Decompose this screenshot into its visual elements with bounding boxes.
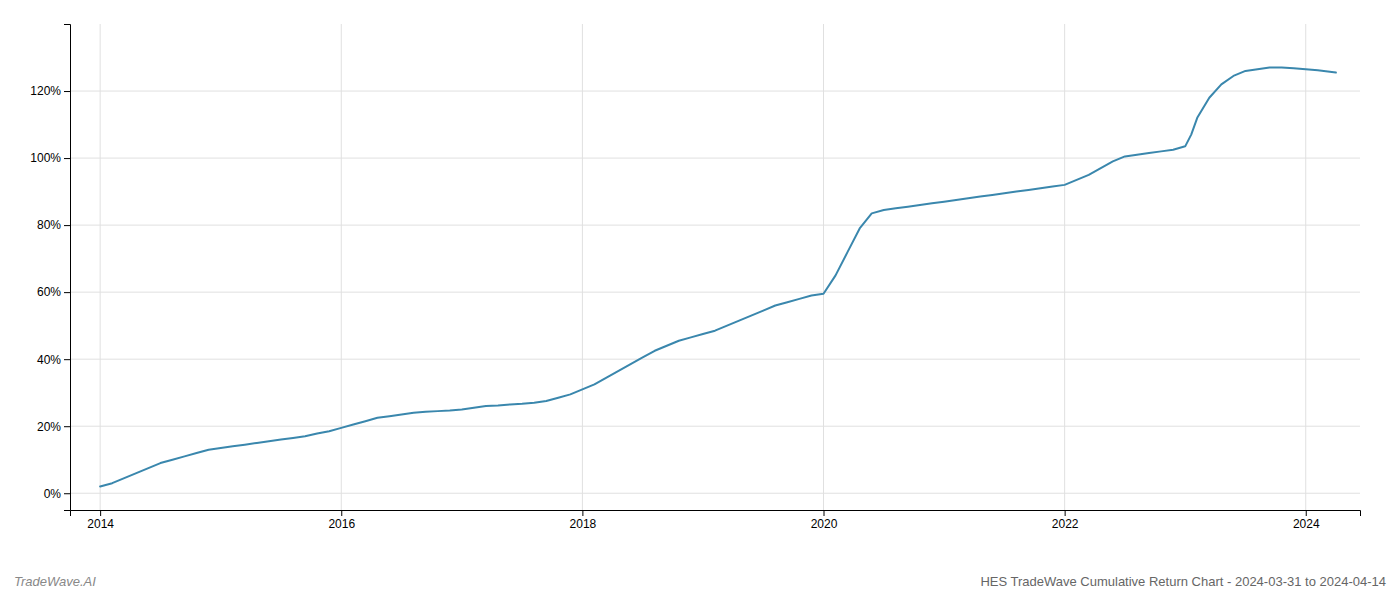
grid-line-y xyxy=(70,493,1360,494)
y-tick-label: 80% xyxy=(37,218,61,232)
x-tick: 2014 xyxy=(87,510,114,531)
y-tick-label: 120% xyxy=(30,84,61,98)
title: HES TradeWave Cumulative Return Chart - … xyxy=(980,574,1386,589)
y-tick-mark xyxy=(64,359,70,360)
y-tick-mark xyxy=(64,493,70,494)
x-tick-label: 2014 xyxy=(87,517,114,531)
y-tick-mark xyxy=(64,158,70,159)
y-tick-mark xyxy=(64,91,70,92)
grid-line-y xyxy=(70,292,1360,293)
y-tick-mark xyxy=(64,426,70,427)
x-tick-mark xyxy=(1306,510,1307,516)
y-tick-label: 20% xyxy=(37,420,61,434)
x-tick-label: 2022 xyxy=(1052,517,1079,531)
y-tick: 0% xyxy=(44,487,70,501)
x-tick-label: 2020 xyxy=(811,517,838,531)
x-tick-label: 2018 xyxy=(570,517,597,531)
y-tick-label: 60% xyxy=(37,285,61,299)
grid-line-x xyxy=(1305,24,1306,510)
x-tick-label: 2016 xyxy=(328,517,355,531)
line xyxy=(100,68,1336,487)
y-tick-label: 100% xyxy=(30,151,61,165)
y-tick: 60% xyxy=(37,285,70,299)
y-tick: 40% xyxy=(37,353,70,367)
x-tick: 2022 xyxy=(1052,510,1079,531)
y-axis-line xyxy=(64,25,71,511)
grid xyxy=(70,24,1360,510)
watermark: TradeWave.AI xyxy=(14,574,96,589)
y-tick: 120% xyxy=(30,84,70,98)
x-tick: 2018 xyxy=(570,510,597,531)
grid-line-y xyxy=(70,359,1360,360)
x-tick: 2024 xyxy=(1293,510,1320,531)
y-tick-label: 0% xyxy=(44,487,62,501)
x-axis: 2014 2016 2018 2020 2022 2024 xyxy=(71,510,1361,531)
grid-line-x xyxy=(823,24,824,510)
grid-line-x xyxy=(341,24,342,510)
y-tick-mark xyxy=(64,292,70,293)
x-tick-mark xyxy=(582,510,583,516)
x-tick-mark xyxy=(341,510,342,516)
x-tick-label: 2024 xyxy=(1293,517,1320,531)
x-tick-mark xyxy=(824,510,825,516)
x-tick: 2020 xyxy=(811,510,838,531)
grid-line-x xyxy=(100,24,101,510)
grid-line-x xyxy=(582,24,583,510)
x-tick-mark xyxy=(100,510,101,516)
chart: 2014 2016 2018 2020 2022 2024 0% 20% 40% 60% 80% 10… xyxy=(0,0,1400,600)
y-tick: 80% xyxy=(37,218,70,232)
y-axis: 0% 20% 40% 60% 80% 100% 120% xyxy=(30,25,70,511)
y-tick: 100% xyxy=(30,151,70,165)
grid-line-y xyxy=(70,426,1360,427)
grid-line-y xyxy=(70,91,1360,92)
grid-line-y xyxy=(70,225,1360,226)
grid-line-x xyxy=(1064,24,1065,510)
y-tick-label: 40% xyxy=(37,353,61,367)
grid-line-y xyxy=(70,158,1360,159)
x-tick-mark xyxy=(1065,510,1066,516)
x-tick: 2016 xyxy=(328,510,355,531)
y-tick: 20% xyxy=(37,420,70,434)
x-axis-line xyxy=(71,511,1361,517)
plot-area xyxy=(100,68,1336,487)
y-tick-mark xyxy=(64,225,70,226)
